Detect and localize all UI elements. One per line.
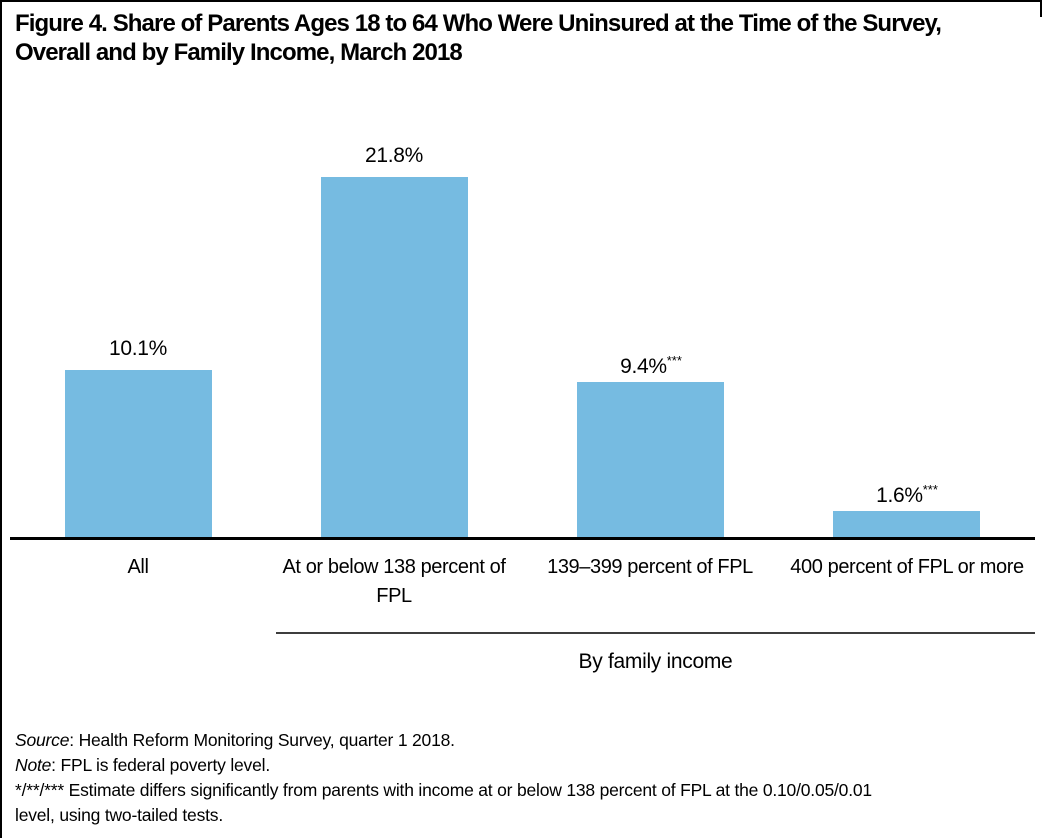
note-prefix: Note [15, 755, 52, 775]
note-prefix: Source [15, 730, 70, 750]
significance-asterisks: *** [666, 353, 682, 368]
category-label-2: 139–399 percent of FPL [547, 556, 753, 578]
note-line-1: Note: FPL is federal poverty level. [15, 755, 270, 775]
family-income-group-label: By family income [578, 650, 733, 673]
note-line-0: Source: Health Reform Monitoring Survey,… [15, 730, 455, 750]
bar-1 [321, 177, 468, 537]
bar-value-label-3: 1.6%*** [876, 482, 938, 507]
category-label-1: At or below 138 percent of FPL [282, 556, 506, 607]
bar-value-label-2: 9.4%*** [620, 353, 682, 378]
bar-value-label-1: 21.8% [364, 144, 424, 167]
significance-asterisks: *** [922, 482, 938, 497]
x-axis-line [10, 537, 1035, 540]
chart-title: Figure 4. Share of Parents Ages 18 to 64… [15, 10, 942, 66]
category-label-0: All [127, 556, 149, 578]
bar-value-label-0: 10.1% [108, 337, 168, 360]
bar-0 [65, 370, 212, 537]
chart-notes: Source: Health Reform Monitoring Survey,… [15, 728, 1029, 828]
note-line-2: */**/*** Estimate differs significantly … [15, 780, 872, 825]
bar-2 [577, 382, 724, 537]
family-income-group-line [276, 632, 1035, 634]
category-label-3: 400 percent of FPL or more [790, 556, 1024, 578]
frame-right-stub [1040, 2, 1042, 17]
bar-3 [833, 511, 980, 537]
